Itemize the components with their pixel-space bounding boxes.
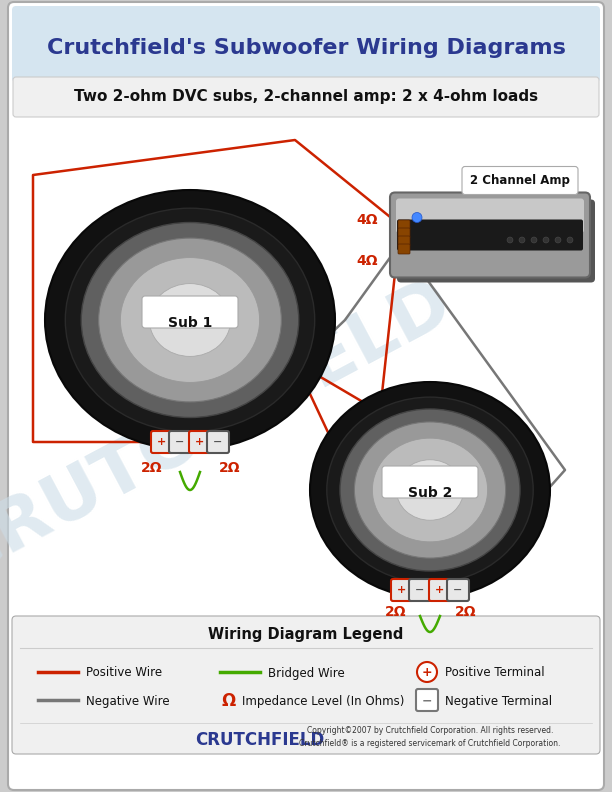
Text: −: − — [175, 437, 185, 447]
FancyBboxPatch shape — [12, 616, 600, 754]
Text: Negative Wire: Negative Wire — [86, 695, 170, 707]
FancyBboxPatch shape — [142, 296, 238, 328]
FancyBboxPatch shape — [462, 166, 578, 195]
Text: Positive Wire: Positive Wire — [86, 667, 162, 680]
Text: +: + — [435, 585, 445, 595]
FancyBboxPatch shape — [391, 579, 413, 601]
Text: 2Ω: 2Ω — [141, 461, 163, 475]
Circle shape — [531, 237, 537, 243]
Ellipse shape — [397, 460, 464, 520]
Text: +: + — [157, 437, 166, 447]
Text: Sub 1: Sub 1 — [168, 316, 212, 330]
FancyBboxPatch shape — [207, 431, 229, 453]
Text: −: − — [214, 437, 223, 447]
FancyBboxPatch shape — [429, 579, 451, 601]
Circle shape — [507, 237, 513, 243]
FancyBboxPatch shape — [12, 6, 600, 82]
Text: Bridged Wire: Bridged Wire — [268, 667, 345, 680]
Ellipse shape — [45, 190, 335, 450]
FancyBboxPatch shape — [151, 431, 173, 453]
Text: Two 2-ohm DVC subs, 2-channel amp: 2 x 4-ohm loads: Two 2-ohm DVC subs, 2-channel amp: 2 x 4… — [74, 89, 538, 105]
FancyBboxPatch shape — [398, 236, 410, 246]
Ellipse shape — [327, 397, 533, 583]
FancyBboxPatch shape — [447, 579, 469, 601]
Text: −: − — [416, 585, 425, 595]
Circle shape — [519, 237, 525, 243]
Ellipse shape — [372, 438, 488, 542]
Text: Sub 2: Sub 2 — [408, 486, 452, 500]
FancyBboxPatch shape — [8, 2, 604, 790]
Text: Ω: Ω — [222, 692, 236, 710]
Text: 2 Channel Amp: 2 Channel Amp — [470, 174, 570, 187]
FancyBboxPatch shape — [409, 579, 431, 601]
Ellipse shape — [310, 382, 550, 598]
Circle shape — [543, 237, 549, 243]
Circle shape — [567, 237, 573, 243]
Text: CRUTCHFIELD: CRUTCHFIELD — [195, 731, 324, 749]
Text: Crutchfield's Subwoofer Wiring Diagrams: Crutchfield's Subwoofer Wiring Diagrams — [47, 38, 565, 58]
Text: Copyright©2007 by Crutchfield Corporation. All rights reserved.
Crutchfield® is : Copyright©2007 by Crutchfield Corporatio… — [299, 726, 561, 748]
Circle shape — [412, 212, 422, 223]
Text: 2Ω: 2Ω — [385, 605, 407, 619]
Circle shape — [555, 237, 561, 243]
Text: Impedance Level (In Ohms): Impedance Level (In Ohms) — [242, 695, 405, 707]
FancyBboxPatch shape — [416, 689, 438, 711]
FancyBboxPatch shape — [390, 192, 590, 277]
FancyBboxPatch shape — [396, 199, 584, 233]
FancyBboxPatch shape — [169, 431, 191, 453]
Text: 2Ω: 2Ω — [219, 461, 241, 475]
Text: −: − — [422, 695, 432, 707]
Ellipse shape — [354, 422, 506, 558]
Text: Wiring Diagram Legend: Wiring Diagram Legend — [208, 627, 404, 642]
FancyBboxPatch shape — [398, 244, 410, 254]
FancyBboxPatch shape — [13, 77, 599, 117]
Ellipse shape — [340, 409, 520, 571]
Ellipse shape — [149, 284, 231, 356]
Text: 4Ω: 4Ω — [357, 254, 378, 268]
Text: Positive Terminal: Positive Terminal — [445, 667, 545, 680]
Text: +: + — [397, 585, 406, 595]
Ellipse shape — [99, 238, 282, 402]
FancyBboxPatch shape — [397, 219, 583, 250]
FancyBboxPatch shape — [398, 228, 410, 238]
Text: 2Ω: 2Ω — [455, 605, 477, 619]
Text: +: + — [422, 667, 432, 680]
Text: −: − — [453, 585, 463, 595]
Text: 4Ω: 4Ω — [357, 213, 378, 227]
Ellipse shape — [65, 208, 315, 432]
FancyBboxPatch shape — [397, 200, 595, 283]
FancyBboxPatch shape — [398, 220, 410, 230]
FancyBboxPatch shape — [382, 466, 478, 498]
Text: +: + — [195, 437, 204, 447]
Text: CRUTCHFIELD: CRUTCHFIELD — [0, 268, 464, 592]
FancyBboxPatch shape — [189, 431, 211, 453]
Text: Negative Terminal: Negative Terminal — [445, 695, 552, 707]
Ellipse shape — [81, 223, 299, 417]
Ellipse shape — [121, 257, 259, 383]
Circle shape — [417, 662, 437, 682]
